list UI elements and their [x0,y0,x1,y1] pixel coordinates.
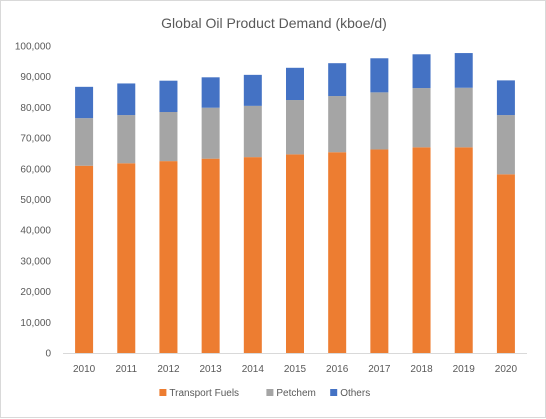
bar-segment-petchem [328,96,347,153]
bar-segment-petchem [201,107,220,159]
legend-label: Transport Fuels [169,388,239,399]
bar-segment-transport-fuels [370,149,389,353]
x-tick-label: 2018 [410,364,433,375]
legend-swatch [330,389,338,396]
bar-segment-petchem [117,115,136,164]
bar-segment-transport-fuels [328,152,347,353]
bar-segment-transport-fuels [243,157,262,353]
bar-segment-others [412,54,431,89]
bar-segment-transport-fuels [75,165,94,353]
bar-segment-transport-fuels [286,154,304,353]
bar-segment-others [117,83,136,116]
bar-segment-others [496,80,515,116]
bar-segment-petchem [370,92,389,150]
y-tick-label: 10,000 [20,318,51,329]
y-tick-label: 40,000 [20,226,51,237]
y-tick-label: 50,000 [20,195,51,206]
legend-swatch [159,389,167,396]
bar-segment-others [454,53,473,88]
chart-title: Global Oil Product Demand (kboe/d) [161,15,387,31]
bar-segment-others [159,80,178,113]
y-tick-label: 100,000 [15,42,52,53]
legend-swatch [266,389,274,396]
bar-segment-transport-fuels [117,163,136,353]
bar-segment-others [328,63,347,97]
legend-label: Petchem [276,388,315,399]
x-tick-label: 2016 [326,364,349,375]
bar-segment-others [243,74,262,106]
y-tick-label: 0 [45,349,51,360]
x-axis: 2010 2011 2012 2013 2014 2015 2016 2017 2018 2019… [63,353,527,375]
x-tick-label: 2012 [157,364,180,375]
x-tick-label: 2015 [284,364,307,375]
x-tick-label: 2019 [453,364,476,375]
x-tick-label: 2020 [495,364,518,375]
legend-label: Others [340,388,370,399]
bar-segment-petchem [412,88,431,148]
x-tick-label: 2017 [368,364,391,375]
x-tick-label: 2014 [242,364,265,375]
bar-segment-transport-fuels [201,158,220,353]
y-tick-label: 60,000 [20,164,51,175]
legend: Transport Fuels Petchem Others [159,388,370,399]
y-tick-label: 20,000 [20,287,51,298]
bar-segment-petchem [454,87,473,148]
bar-segment-others [286,67,304,101]
y-tick-label: 70,000 [20,134,51,145]
y-tick-label: 90,000 [20,72,51,83]
bar-segment-petchem [243,105,262,158]
y-tick-label: 30,000 [20,256,51,267]
x-tick-label: 2011 [116,364,138,375]
bar-segment-petchem [286,100,304,155]
bar-segment-petchem [75,118,94,166]
bar-segment-transport-fuels [496,174,515,353]
bar-segment-transport-fuels [412,147,431,353]
bars [75,53,515,353]
bar-segment-transport-fuels [159,161,178,353]
x-tick-label: 2010 [73,364,96,375]
bar-segment-others [370,58,389,93]
y-tick-label: 80,000 [20,103,51,114]
x-tick-label: 2013 [200,364,223,375]
bar-segment-others [75,86,94,119]
bar-segment-petchem [496,115,515,175]
bar-segment-others [201,77,220,108]
bar-segment-transport-fuels [454,147,473,353]
bar-segment-petchem [159,112,178,162]
y-axis: 0 10,000 20,000 30,000 40,000 50,000 60,000 70,… [15,42,52,360]
